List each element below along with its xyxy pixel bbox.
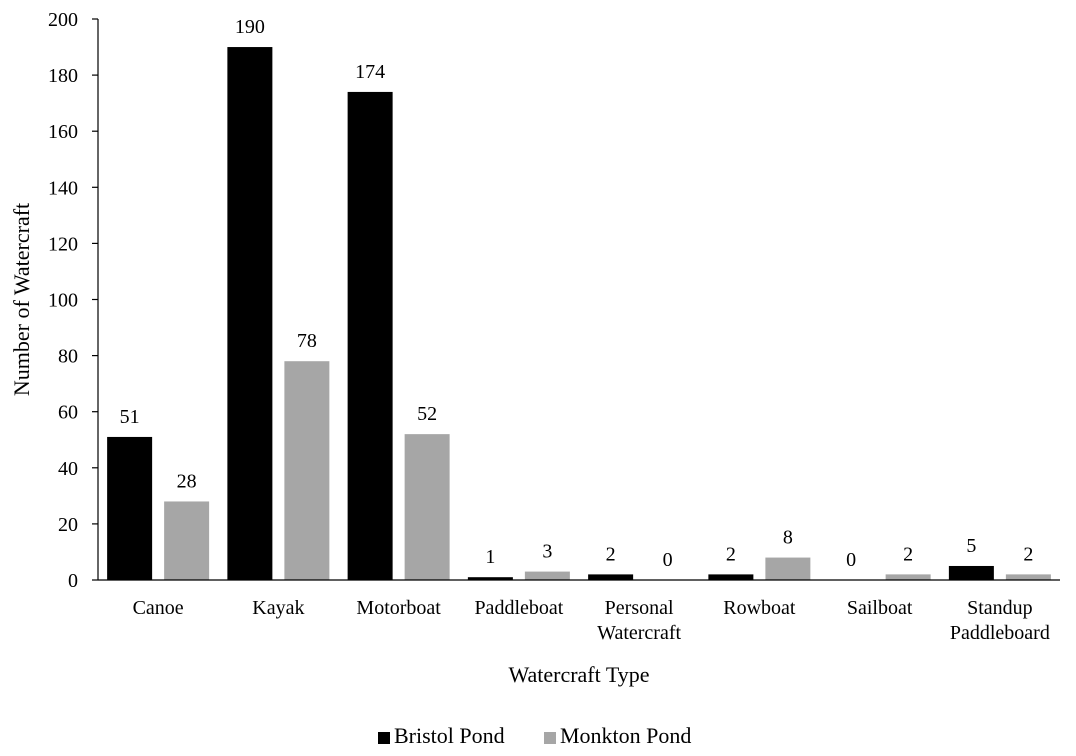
y-tick-label: 160 bbox=[48, 121, 78, 143]
data-label: 5 bbox=[966, 535, 976, 557]
x-tick-label: Kayak bbox=[252, 597, 304, 619]
data-label: 2 bbox=[1023, 543, 1033, 565]
bar-monkton-pond bbox=[164, 501, 210, 580]
bar-bristol-pond bbox=[708, 574, 754, 580]
y-tick-label: 100 bbox=[48, 290, 78, 312]
data-label: 78 bbox=[297, 330, 317, 352]
data-label: 1 bbox=[485, 546, 495, 568]
x-tick-label: Canoe bbox=[133, 597, 184, 619]
bar-monkton-pond bbox=[1005, 574, 1051, 580]
x-axis-title: Watercraft Type bbox=[508, 662, 649, 687]
bar-bristol-pond bbox=[588, 574, 634, 580]
data-label: 3 bbox=[542, 541, 552, 563]
y-tick-label: 40 bbox=[58, 458, 78, 480]
data-label: 2 bbox=[726, 543, 736, 565]
x-tick-label: Personal Watercraft bbox=[597, 597, 681, 644]
y-tick-label: 200 bbox=[48, 9, 78, 31]
data-label: 190 bbox=[235, 16, 265, 38]
y-tick-label: 120 bbox=[48, 233, 78, 255]
x-tick-label: Motorboat bbox=[356, 597, 441, 619]
legend-swatch bbox=[544, 732, 556, 744]
y-tick-label: 60 bbox=[58, 402, 78, 424]
y-tick-label: 20 bbox=[58, 514, 78, 536]
data-label: 8 bbox=[783, 527, 793, 549]
y-tick-label: 180 bbox=[48, 65, 78, 87]
data-label: 52 bbox=[417, 403, 437, 425]
bar-monkton-pond bbox=[404, 434, 450, 580]
data-label: 2 bbox=[606, 543, 616, 565]
data-label: 28 bbox=[177, 470, 197, 492]
bar-monkton-pond bbox=[284, 361, 330, 580]
legend: Bristol Pond Monkton Pond bbox=[378, 723, 691, 748]
x-tick-label: Paddleboat bbox=[474, 597, 563, 619]
data-label: 174 bbox=[355, 61, 385, 83]
legend-label: Bristol Pond bbox=[394, 723, 505, 748]
x-tick-label: Standup Paddleboard bbox=[950, 597, 1050, 644]
y-axis-title: Number of Watercraft bbox=[9, 203, 34, 396]
legend-label: Monkton Pond bbox=[560, 723, 691, 748]
x-tick-label: Rowboat bbox=[723, 597, 796, 619]
bar-bristol-pond bbox=[227, 47, 273, 581]
data-label: 0 bbox=[663, 549, 673, 571]
data-label: 51 bbox=[120, 406, 140, 428]
y-tick-label: 80 bbox=[58, 346, 78, 368]
y-tick-label: 140 bbox=[48, 177, 78, 199]
bar-bristol-pond bbox=[347, 91, 393, 581]
bar-bristol-pond bbox=[107, 436, 153, 580]
y-tick-label: 0 bbox=[68, 570, 78, 592]
bars bbox=[107, 47, 1051, 581]
bar-monkton-pond bbox=[524, 571, 570, 580]
x-axis-ticks: Canoe Kayak Motorboat Paddleboat Personal Wat… bbox=[133, 597, 1050, 644]
y-axis-ticks: 0 20 40 60 80 100 120 140 160 180 200 bbox=[48, 9, 98, 592]
data-label: 0 bbox=[846, 549, 856, 571]
data-label: 2 bbox=[903, 543, 913, 565]
bar-bristol-pond bbox=[467, 577, 513, 580]
x-tick-label: Sailboat bbox=[847, 597, 913, 619]
bar-bristol-pond bbox=[948, 565, 994, 580]
bar-monkton-pond bbox=[885, 574, 931, 580]
bar-monkton-pond bbox=[765, 557, 811, 580]
legend-swatch bbox=[378, 732, 390, 744]
